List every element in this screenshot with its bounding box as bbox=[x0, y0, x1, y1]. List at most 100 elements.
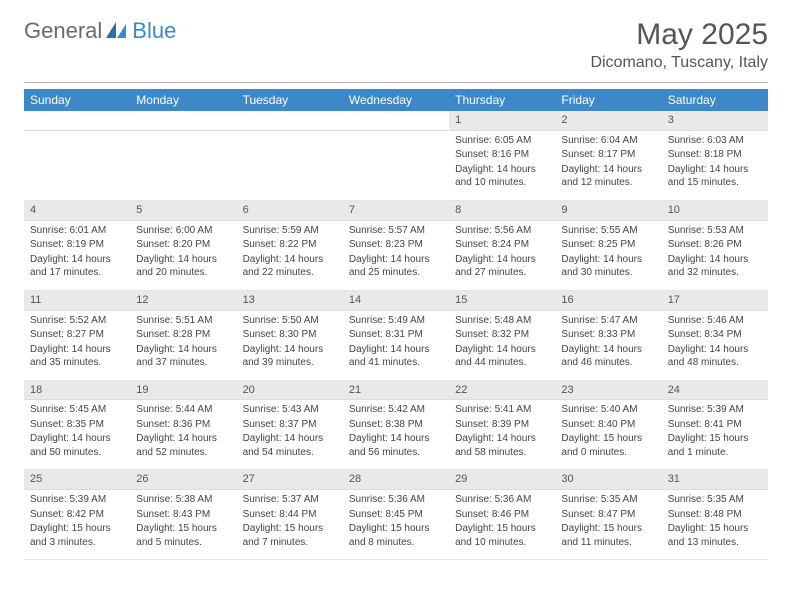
daylight-text: Daylight: 14 hours and 37 minutes. bbox=[136, 343, 230, 370]
sunrise-text: Sunrise: 5:40 AM bbox=[561, 403, 655, 417]
sunset-text: Sunset: 8:25 PM bbox=[561, 238, 655, 252]
day-detail-cell: Sunrise: 6:03 AMSunset: 8:18 PMDaylight:… bbox=[662, 130, 768, 200]
sunrise-text: Sunrise: 5:50 AM bbox=[243, 314, 337, 328]
sunset-text: Sunset: 8:17 PM bbox=[561, 148, 655, 162]
sunset-text: Sunset: 8:31 PM bbox=[349, 328, 443, 342]
sunrise-text: Sunrise: 5:51 AM bbox=[136, 314, 230, 328]
day-number-cell: 3 bbox=[662, 111, 768, 130]
day-header: Sunday bbox=[24, 89, 130, 111]
sunset-text: Sunset: 8:28 PM bbox=[136, 328, 230, 342]
day-detail-cell: Sunrise: 5:50 AMSunset: 8:30 PMDaylight:… bbox=[237, 310, 343, 380]
sunrise-text: Sunrise: 5:48 AM bbox=[455, 314, 549, 328]
day-number-row: 123 bbox=[24, 111, 768, 130]
sunset-text: Sunset: 8:45 PM bbox=[349, 508, 443, 522]
sunrise-text: Sunrise: 5:46 AM bbox=[668, 314, 762, 328]
day-header: Wednesday bbox=[343, 89, 449, 111]
sunrise-text: Sunrise: 5:47 AM bbox=[561, 314, 655, 328]
day-number-cell: 21 bbox=[343, 380, 449, 400]
sunrise-text: Sunrise: 5:43 AM bbox=[243, 403, 337, 417]
title-block: May 2025 Dicomano, Tuscany, Italy bbox=[590, 18, 768, 72]
sunrise-text: Sunrise: 5:57 AM bbox=[349, 224, 443, 238]
daylight-text: Daylight: 14 hours and 52 minutes. bbox=[136, 432, 230, 459]
sunset-text: Sunset: 8:39 PM bbox=[455, 418, 549, 432]
day-number-cell: 28 bbox=[343, 470, 449, 490]
header-rule bbox=[24, 82, 768, 83]
sunrise-text: Sunrise: 5:44 AM bbox=[136, 403, 230, 417]
daylight-text: Daylight: 14 hours and 27 minutes. bbox=[455, 253, 549, 280]
daylight-text: Daylight: 15 hours and 0 minutes. bbox=[561, 432, 655, 459]
sunrise-text: Sunrise: 6:01 AM bbox=[30, 224, 124, 238]
day-detail-cell: Sunrise: 6:05 AMSunset: 8:16 PMDaylight:… bbox=[449, 130, 555, 200]
sunrise-text: Sunrise: 5:41 AM bbox=[455, 403, 549, 417]
sunrise-text: Sunrise: 6:00 AM bbox=[136, 224, 230, 238]
day-detail-cell: Sunrise: 5:35 AMSunset: 8:47 PMDaylight:… bbox=[555, 490, 661, 560]
sunset-text: Sunset: 8:18 PM bbox=[668, 148, 762, 162]
day-detail-cell: Sunrise: 5:57 AMSunset: 8:23 PMDaylight:… bbox=[343, 220, 449, 290]
daylight-text: Daylight: 15 hours and 7 minutes. bbox=[243, 522, 337, 549]
sunset-text: Sunset: 8:27 PM bbox=[30, 328, 124, 342]
day-detail-cell: Sunrise: 5:49 AMSunset: 8:31 PMDaylight:… bbox=[343, 310, 449, 380]
daylight-text: Daylight: 15 hours and 11 minutes. bbox=[561, 522, 655, 549]
logo: General Blue bbox=[24, 18, 176, 44]
sunset-text: Sunset: 8:33 PM bbox=[561, 328, 655, 342]
daylight-text: Daylight: 15 hours and 1 minute. bbox=[668, 432, 762, 459]
day-number-cell: 22 bbox=[449, 380, 555, 400]
day-detail-cell: Sunrise: 5:47 AMSunset: 8:33 PMDaylight:… bbox=[555, 310, 661, 380]
sunset-text: Sunset: 8:23 PM bbox=[349, 238, 443, 252]
day-number-cell: 5 bbox=[130, 200, 236, 220]
sunrise-text: Sunrise: 5:45 AM bbox=[30, 403, 124, 417]
day-header: Tuesday bbox=[237, 89, 343, 111]
calendar-table: Sunday Monday Tuesday Wednesday Thursday… bbox=[24, 89, 768, 560]
day-detail-cell: Sunrise: 5:36 AMSunset: 8:45 PMDaylight:… bbox=[343, 490, 449, 560]
day-number-cell: 7 bbox=[343, 200, 449, 220]
day-number-cell bbox=[24, 111, 130, 130]
daylight-text: Daylight: 14 hours and 58 minutes. bbox=[455, 432, 549, 459]
daylight-text: Daylight: 14 hours and 46 minutes. bbox=[561, 343, 655, 370]
daylight-text: Daylight: 14 hours and 44 minutes. bbox=[455, 343, 549, 370]
sunset-text: Sunset: 8:34 PM bbox=[668, 328, 762, 342]
logo-text-general: General bbox=[24, 18, 102, 44]
sunset-text: Sunset: 8:38 PM bbox=[349, 418, 443, 432]
sunset-text: Sunset: 8:42 PM bbox=[30, 508, 124, 522]
day-detail-cell: Sunrise: 5:46 AMSunset: 8:34 PMDaylight:… bbox=[662, 310, 768, 380]
day-number-row: 45678910 bbox=[24, 200, 768, 220]
sunrise-text: Sunrise: 5:39 AM bbox=[668, 403, 762, 417]
page: General Blue May 2025 Dicomano, Tuscany,… bbox=[0, 0, 792, 612]
day-header: Thursday bbox=[449, 89, 555, 111]
day-number-cell: 8 bbox=[449, 200, 555, 220]
day-detail-cell bbox=[343, 130, 449, 200]
day-number-cell: 1 bbox=[449, 111, 555, 130]
sunset-text: Sunset: 8:20 PM bbox=[136, 238, 230, 252]
calendar-head: Sunday Monday Tuesday Wednesday Thursday… bbox=[24, 89, 768, 111]
day-detail-cell: Sunrise: 5:36 AMSunset: 8:46 PMDaylight:… bbox=[449, 490, 555, 560]
day-number-cell: 12 bbox=[130, 290, 236, 310]
sunset-text: Sunset: 8:46 PM bbox=[455, 508, 549, 522]
daylight-text: Daylight: 14 hours and 32 minutes. bbox=[668, 253, 762, 280]
day-detail-row: Sunrise: 5:39 AMSunset: 8:42 PMDaylight:… bbox=[24, 490, 768, 560]
daylight-text: Daylight: 14 hours and 15 minutes. bbox=[668, 163, 762, 190]
sunrise-text: Sunrise: 5:38 AM bbox=[136, 493, 230, 507]
day-detail-cell: Sunrise: 5:45 AMSunset: 8:35 PMDaylight:… bbox=[24, 400, 130, 470]
day-detail-cell: Sunrise: 5:59 AMSunset: 8:22 PMDaylight:… bbox=[237, 220, 343, 290]
day-number-cell: 11 bbox=[24, 290, 130, 310]
calendar-body: 123Sunrise: 6:05 AMSunset: 8:16 PMDaylig… bbox=[24, 111, 768, 560]
sunset-text: Sunset: 8:16 PM bbox=[455, 148, 549, 162]
daylight-text: Daylight: 14 hours and 54 minutes. bbox=[243, 432, 337, 459]
day-detail-cell: Sunrise: 5:35 AMSunset: 8:48 PMDaylight:… bbox=[662, 490, 768, 560]
sunrise-text: Sunrise: 6:05 AM bbox=[455, 134, 549, 148]
day-detail-cell: Sunrise: 6:00 AMSunset: 8:20 PMDaylight:… bbox=[130, 220, 236, 290]
sunset-text: Sunset: 8:30 PM bbox=[243, 328, 337, 342]
daylight-text: Daylight: 14 hours and 25 minutes. bbox=[349, 253, 443, 280]
daylight-text: Daylight: 14 hours and 35 minutes. bbox=[30, 343, 124, 370]
sunset-text: Sunset: 8:19 PM bbox=[30, 238, 124, 252]
sunset-text: Sunset: 8:44 PM bbox=[243, 508, 337, 522]
day-detail-cell: Sunrise: 5:40 AMSunset: 8:40 PMDaylight:… bbox=[555, 400, 661, 470]
day-number-cell: 10 bbox=[662, 200, 768, 220]
daylight-text: Daylight: 14 hours and 22 minutes. bbox=[243, 253, 337, 280]
day-detail-cell: Sunrise: 5:52 AMSunset: 8:27 PMDaylight:… bbox=[24, 310, 130, 380]
logo-sail-icon bbox=[106, 22, 128, 40]
day-detail-cell: Sunrise: 5:37 AMSunset: 8:44 PMDaylight:… bbox=[237, 490, 343, 560]
daylight-text: Daylight: 14 hours and 41 minutes. bbox=[349, 343, 443, 370]
day-number-cell: 18 bbox=[24, 380, 130, 400]
day-detail-cell: Sunrise: 5:51 AMSunset: 8:28 PMDaylight:… bbox=[130, 310, 236, 380]
